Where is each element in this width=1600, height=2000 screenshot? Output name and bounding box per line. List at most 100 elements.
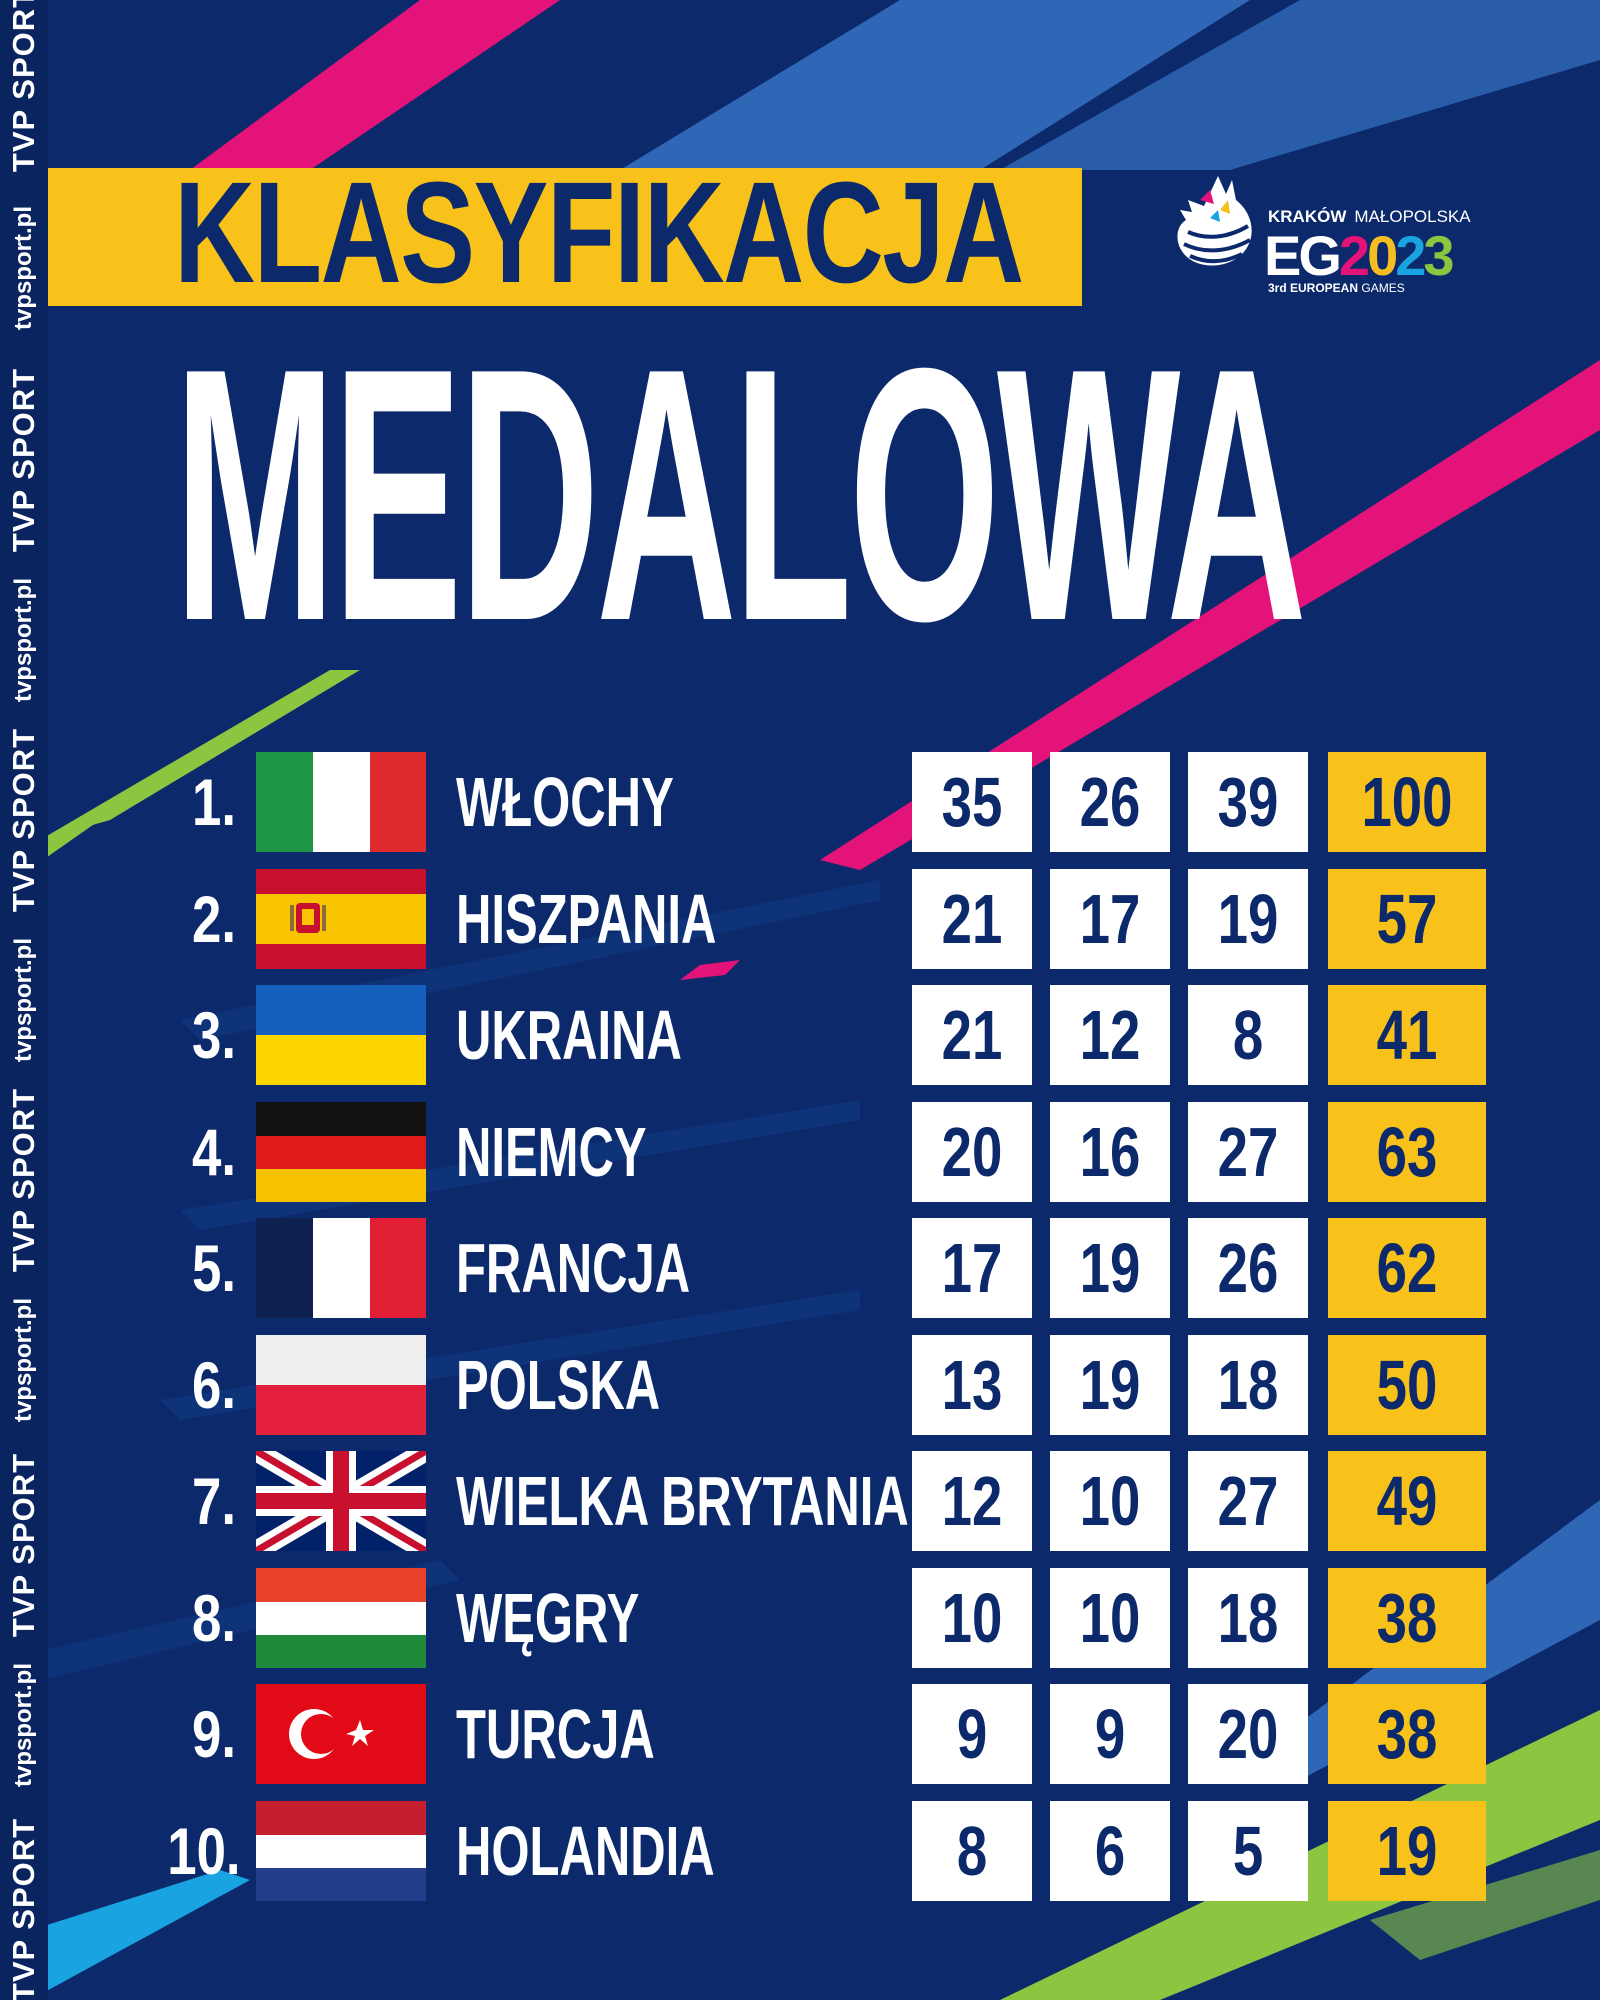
logo-city: KRAKÓW: [1268, 207, 1347, 226]
watermark-strip: TVP SPORT tvpsport.pl TVP SPORT tvpsport.pl…: [0, 0, 48, 2000]
total-medals-count: 63: [1376, 1113, 1438, 1191]
silver-medals-cell: 16: [1050, 1102, 1170, 1202]
gold-medals-cell: 20: [912, 1102, 1032, 1202]
country-name: HOLANDIA: [456, 1812, 715, 1890]
silver-medals-cell: 10: [1050, 1451, 1170, 1551]
total-medals-cell: 41: [1328, 985, 1486, 1085]
silver-medals-count: 16: [1079, 1113, 1141, 1191]
watermark-brand: TVP SPORT: [6, 367, 41, 553]
bronze-medals-cell: 27: [1188, 1451, 1308, 1551]
table-row: 6. POLSKA 13 19 18 50: [0, 1335, 1600, 1435]
logo-games-mark: EG2023: [1264, 224, 1455, 287]
title-highlight-box: [48, 168, 1082, 306]
logo-region: MAŁOPOLSKA: [1354, 207, 1471, 226]
bronze-medals-count: 5: [1232, 1812, 1264, 1890]
silver-medals-cell: 19: [1050, 1218, 1170, 1318]
silver-medals-cell: 10: [1050, 1568, 1170, 1668]
silver-medals-count: 19: [1079, 1346, 1141, 1424]
gold-medals-count: 10: [941, 1579, 1003, 1657]
bronze-medals-count: 20: [1217, 1695, 1279, 1773]
gold-medals-count: 35: [941, 763, 1003, 841]
table-row: 7. WIELKA BRYTANIA 12 10 27 49: [0, 1451, 1600, 1551]
table-row: 10. HOLANDIA 8 6 5 19: [0, 1801, 1600, 1901]
germany-flag: [256, 1102, 426, 1202]
bronze-medals-count: 19: [1217, 880, 1279, 958]
rank-label: 1.: [191, 765, 236, 839]
bronze-medals-count: 39: [1217, 763, 1279, 841]
total-medals-cell: 38: [1328, 1684, 1486, 1784]
country-name: WIELKA BRYTANIA: [456, 1462, 909, 1540]
poland-flag: [256, 1335, 426, 1435]
logo-city-text: KRAKÓW MAŁOPOLSKA: [1268, 207, 1471, 227]
table-row: 4. NIEMCY 20 16 27 63: [0, 1102, 1600, 1202]
bronze-medals-cell: 18: [1188, 1335, 1308, 1435]
country-name: TURCJA: [456, 1695, 655, 1773]
bronze-medals-cell: 8: [1188, 985, 1308, 1085]
silver-medals-cell: 9: [1050, 1684, 1170, 1784]
total-medals-count: 49: [1376, 1462, 1438, 1540]
watermark-brand: TVP SPORT: [6, 0, 41, 173]
silver-medals-count: 6: [1094, 1812, 1126, 1890]
page-title-line-2: MEDALOWA: [174, 294, 1307, 696]
gold-medals-cell: 13: [912, 1335, 1032, 1435]
silver-medals-cell: 6: [1050, 1801, 1170, 1901]
table-row: 3. UKRAINA 21 12 8 41: [0, 985, 1600, 1085]
great-britain-flag: [256, 1451, 426, 1551]
rank-label: 3.: [191, 998, 236, 1072]
bronze-medals-cell: 19: [1188, 869, 1308, 969]
logo-year-digit: 0: [1367, 224, 1398, 287]
total-medals-cell: 49: [1328, 1451, 1486, 1551]
country-name: WĘGRY: [456, 1579, 640, 1657]
silver-medals-cell: 17: [1050, 869, 1170, 969]
bronze-medals-cell: 26: [1188, 1218, 1308, 1318]
silver-medals-count: 17: [1079, 880, 1141, 958]
bronze-medals-cell: 27: [1188, 1102, 1308, 1202]
silver-medals-count: 12: [1079, 996, 1141, 1074]
country-name: NIEMCY: [456, 1113, 647, 1191]
france-flag: [256, 1218, 426, 1318]
gold-medals-count: 17: [941, 1229, 1003, 1307]
turkey-flag: [256, 1684, 426, 1784]
total-medals-count: 50: [1376, 1346, 1438, 1424]
total-medals-count: 57: [1376, 880, 1438, 958]
country-name: POLSKA: [456, 1346, 661, 1424]
silver-medals-count: 9: [1094, 1695, 1126, 1773]
logo-games-prefix: EG: [1264, 224, 1342, 287]
country-name: UKRAINA: [456, 996, 682, 1074]
country-name: HISZPANIA: [456, 880, 717, 958]
silver-medals-count: 26: [1079, 763, 1141, 841]
bronze-medals-cell: 39: [1188, 752, 1308, 852]
rank-label: 6.: [191, 1348, 236, 1422]
country-name: WŁOCHY: [456, 763, 674, 841]
table-row: 5. FRANCJA 17 19 26 62: [0, 1218, 1600, 1318]
logo-year-digit: 3: [1423, 224, 1454, 287]
gold-medals-cell: 10: [912, 1568, 1032, 1668]
silver-medals-count: 10: [1079, 1462, 1141, 1540]
gold-medals-cell: 21: [912, 985, 1032, 1085]
rank-label: 7.: [191, 1464, 236, 1538]
bronze-medals-cell: 18: [1188, 1568, 1308, 1668]
watermark-url: tvpsport.pl: [10, 578, 37, 702]
table-row: 8. WĘGRY 10 10 18 38: [0, 1568, 1600, 1668]
bronze-medals-count: 18: [1217, 1346, 1279, 1424]
page-title-line-1: KLASYFIKACJA: [174, 152, 1024, 313]
total-medals-cell: 50: [1328, 1335, 1486, 1435]
total-medals-count: 100: [1361, 763, 1453, 841]
bronze-medals-cell: 20: [1188, 1684, 1308, 1784]
rank-label: 9.: [191, 1697, 236, 1771]
silver-medals-cell: 19: [1050, 1335, 1170, 1435]
gold-medals-count: 21: [941, 880, 1003, 958]
rank-label: 2.: [191, 882, 236, 956]
total-medals-count: 41: [1376, 996, 1438, 1074]
bronze-medals-count: 26: [1217, 1229, 1279, 1307]
gold-medals-count: 21: [941, 996, 1003, 1074]
total-medals-cell: 100: [1328, 752, 1486, 852]
gold-medals-cell: 35: [912, 752, 1032, 852]
dragon-emblem-icon: [1177, 176, 1252, 266]
silver-medals-cell: 12: [1050, 985, 1170, 1085]
european-games-logo: [1170, 170, 1480, 300]
total-medals-count: 19: [1376, 1812, 1438, 1890]
rank-label: 10.: [167, 1814, 241, 1888]
gold-medals-cell: 21: [912, 869, 1032, 969]
